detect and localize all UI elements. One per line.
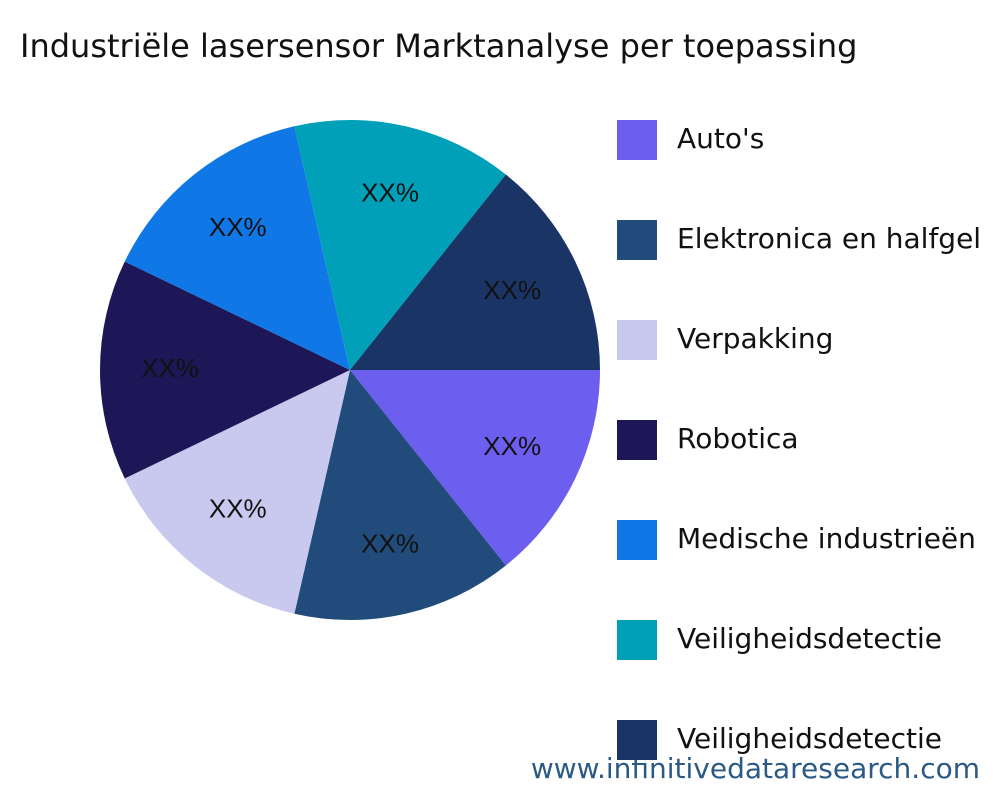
legend-swatch (617, 520, 657, 560)
legend-swatch (617, 420, 657, 460)
legend-label: Veiligheidsdetectie (677, 722, 942, 755)
pie-slice (294, 370, 506, 621)
slice-label: XX% (483, 431, 541, 461)
legend-label: Robotica (677, 422, 799, 455)
watermark: www.infinitivedataresearch.com (531, 752, 980, 785)
slice-label: XX% (483, 275, 541, 305)
pie-slice (350, 174, 600, 370)
legend-swatch (617, 120, 657, 160)
legend-label: Medische industrieën (677, 522, 976, 555)
slice-label: XX% (209, 212, 267, 242)
legend-swatch (617, 720, 657, 760)
slice-label: XX% (361, 528, 419, 558)
pie-slice (294, 119, 506, 370)
legend-label: Elektronica en halfgel (677, 222, 981, 255)
legend-swatch (617, 620, 657, 660)
pie-slice (124, 370, 350, 614)
pie-slice (99, 261, 350, 479)
legend-label: Auto's (677, 122, 764, 155)
slice-label: XX% (361, 177, 419, 207)
legend-label: Veiligheidsdetectie (677, 622, 942, 655)
slice-label: XX% (209, 494, 267, 524)
pie-slice (124, 126, 350, 370)
legend-swatch (617, 320, 657, 360)
legend-swatch (617, 220, 657, 260)
chart-title: Industriële lasersensor Marktanalyse per… (20, 27, 857, 65)
slice-label: XX% (141, 353, 199, 383)
legend-label: Verpakking (677, 322, 833, 355)
pie-slice (350, 370, 600, 566)
